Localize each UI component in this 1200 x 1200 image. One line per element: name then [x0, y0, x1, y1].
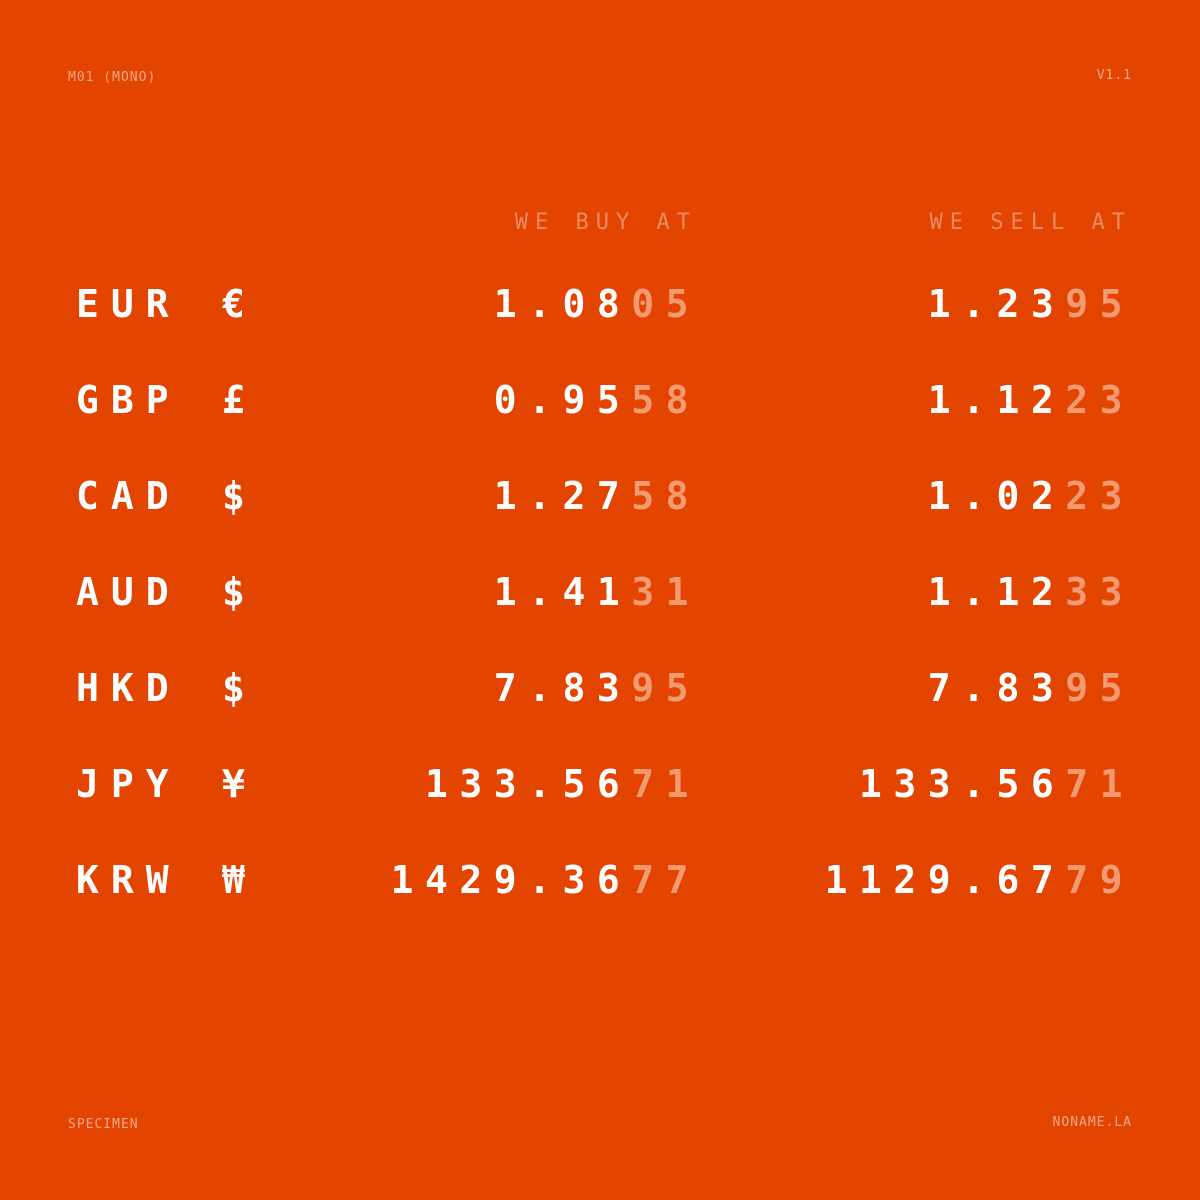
- currency-code: EUR: [76, 282, 181, 326]
- version-label: V1.1: [1096, 68, 1132, 83]
- sell-rate-main: 1.23: [927, 282, 1066, 326]
- buy-rate-tail: 05: [631, 282, 700, 326]
- rate-row-eur: EUR € 1.0805 1.2395: [0, 282, 1200, 342]
- buy-column-header: WE BUY AT: [514, 210, 697, 235]
- sell-rate-main: 1.02: [927, 474, 1066, 518]
- sell-rate-main: 1.12: [927, 378, 1066, 422]
- rate-row-aud: AUD $ 1.4131 1.1233: [0, 570, 1200, 630]
- currency-code: CAD: [76, 474, 181, 518]
- currency-symbol: ¥: [222, 762, 245, 806]
- rate-row-hkd: HKD $ 7.8395 7.8395: [0, 666, 1200, 726]
- typeface-label: M01 (MONO): [68, 70, 157, 85]
- sell-rate-main: 1.12: [927, 570, 1066, 614]
- rate-row-cad: CAD $ 1.2758 1.0223: [0, 474, 1200, 534]
- buy-rate-main: 7.83: [493, 666, 632, 710]
- buy-rate-tail: 71: [631, 762, 700, 806]
- sell-rate-tail: 71: [1065, 762, 1134, 806]
- currency-symbol: $: [222, 570, 245, 614]
- buy-rate-main: 1.27: [493, 474, 632, 518]
- buy-rate-main: 133.56: [424, 762, 632, 806]
- sell-rate: 7.8395: [928, 666, 1134, 710]
- sell-rate: 1.2395: [928, 282, 1134, 326]
- sell-rate: 1129.6779: [825, 858, 1134, 902]
- buy-rate-tail: 58: [631, 378, 700, 422]
- buy-rate-main: 1.41: [493, 570, 632, 614]
- sell-rate: 133.5671: [859, 762, 1134, 806]
- buy-rate-main: 1429.36: [390, 858, 632, 902]
- currency-symbol: ₩: [222, 858, 245, 902]
- buy-rate: 1.0805: [494, 282, 700, 326]
- buy-rate: 133.5671: [425, 762, 700, 806]
- sell-rate-tail: 79: [1065, 858, 1134, 902]
- sell-rate: 1.0223: [928, 474, 1134, 518]
- buy-rate-tail: 31: [631, 570, 700, 614]
- site-label: NONAME.LA: [1052, 1115, 1132, 1130]
- rate-row-gbp: GBP £ 0.9558 1.1223: [0, 378, 1200, 438]
- sell-rate: 1.1233: [928, 570, 1134, 614]
- currency-symbol: £: [222, 378, 245, 422]
- sell-rate-tail: 33: [1065, 570, 1134, 614]
- buy-rate-main: 1.08: [493, 282, 632, 326]
- buy-rate: 1.4131: [494, 570, 700, 614]
- buy-rate: 1429.3677: [391, 858, 700, 902]
- currency-code: HKD: [76, 666, 181, 710]
- currency-symbol: $: [222, 666, 245, 710]
- specimen-label: SPECIMEN: [68, 1117, 139, 1132]
- buy-rate-tail: 58: [631, 474, 700, 518]
- currency-symbol: $: [222, 474, 245, 518]
- currency-code: GBP: [76, 378, 181, 422]
- currency-symbol: €: [222, 282, 245, 326]
- sell-rate-tail: 23: [1065, 378, 1134, 422]
- sell-rate-main: 7.83: [927, 666, 1066, 710]
- rate-row-jpy: JPY ¥ 133.5671 133.5671: [0, 762, 1200, 822]
- sell-rate: 1.1223: [928, 378, 1134, 422]
- buy-rate-tail: 95: [631, 666, 700, 710]
- sell-rate-tail: 95: [1065, 666, 1134, 710]
- buy-rate-main: 0.95: [493, 378, 632, 422]
- currency-code: KRW: [76, 858, 181, 902]
- sell-rate-main: 133.56: [858, 762, 1066, 806]
- buy-rate: 0.9558: [494, 378, 700, 422]
- sell-rate-tail: 95: [1065, 282, 1134, 326]
- buy-rate: 1.2758: [494, 474, 700, 518]
- rate-row-krw: KRW ₩ 1429.3677 1129.6779: [0, 858, 1200, 918]
- buy-rate-tail: 77: [631, 858, 700, 902]
- sell-rate-main: 1129.67: [824, 858, 1066, 902]
- sell-rate-tail: 23: [1065, 474, 1134, 518]
- currency-code: JPY: [76, 762, 181, 806]
- sell-column-header: WE SELL AT: [929, 210, 1132, 235]
- currency-code: AUD: [76, 570, 181, 614]
- buy-rate: 7.8395: [494, 666, 700, 710]
